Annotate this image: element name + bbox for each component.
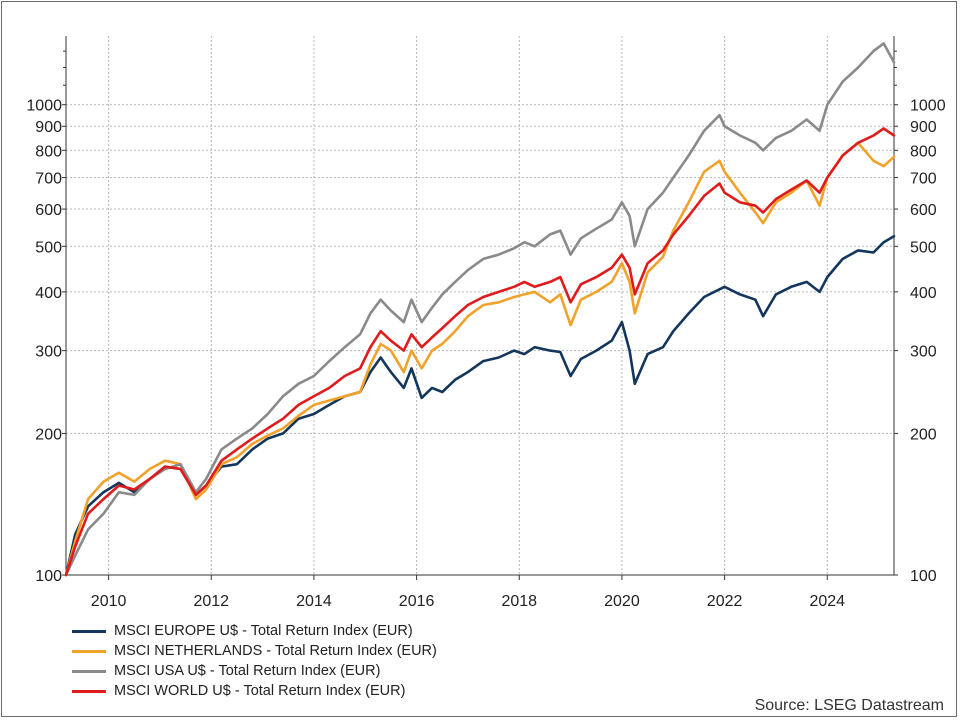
legend-swatch — [72, 629, 106, 633]
legend-item: MSCI WORLD U$ - Total Return Index (EUR) — [72, 681, 437, 701]
x-tick-label: 2012 — [193, 593, 229, 610]
y-tick-label-right: 400 — [910, 285, 937, 302]
legend-item: MSCI NETHERLANDS - Total Return Index (E… — [72, 641, 437, 661]
y-tick-label-left: 400 — [35, 285, 62, 302]
x-tick-label: 2020 — [604, 593, 640, 610]
y-tick-label-right: 200 — [910, 426, 937, 443]
y-tick-label-left: 200 — [35, 426, 62, 443]
legend-label: MSCI EUROPE U$ - Total Return Index (EUR… — [114, 623, 413, 639]
series-line-3 — [64, 42, 896, 577]
y-tick-label-right: 600 — [910, 202, 937, 219]
y-tick-label-right: 500 — [910, 239, 937, 256]
y-tick-label-right: 1000 — [910, 98, 946, 115]
series-line-1 — [64, 235, 896, 577]
y-tick-label-left: 700 — [35, 171, 62, 188]
series-line-4 — [64, 127, 896, 577]
x-tick-label: 2010 — [91, 593, 127, 610]
legend-label: MSCI NETHERLANDS - Total Return Index (E… — [114, 643, 437, 659]
y-tick-label-right: 800 — [910, 143, 937, 160]
legend-item: MSCI USA U$ - Total Return Index (EUR) — [72, 661, 437, 681]
legend-swatch — [72, 649, 106, 653]
legend-swatch — [72, 669, 106, 673]
legend-label: MSCI WORLD U$ - Total Return Index (EUR) — [114, 683, 406, 699]
tick-labels: 100 100 200 200 300 300 400 400 500 500 600 600 700 7… — [26, 98, 945, 610]
y-tick-label-right: 900 — [910, 119, 937, 136]
legend-item: MSCI EUROPE U$ - Total Return Index (EUR… — [72, 621, 437, 641]
x-tick-label: 2024 — [809, 593, 845, 610]
y-tick-label-left: 500 — [35, 239, 62, 256]
y-tick-label-right: 700 — [910, 171, 937, 188]
y-tick-label-left: 800 — [35, 143, 62, 160]
series-line-2 — [64, 141, 896, 577]
y-tick-label-left: 300 — [35, 344, 62, 361]
legend-swatch — [72, 689, 106, 693]
x-tick-label: 2018 — [501, 593, 537, 610]
axes — [62, 36, 898, 580]
legend-label: MSCI USA U$ - Total Return Index (EUR) — [114, 663, 381, 679]
legend: MSCI EUROPE U$ - Total Return Index (EUR… — [72, 621, 437, 701]
y-tick-label-left: 900 — [35, 119, 62, 136]
x-tick-label: 2022 — [707, 593, 743, 610]
y-tick-label-right: 100 — [910, 568, 937, 585]
y-tick-label-left: 600 — [35, 202, 62, 219]
x-tick-label: 2016 — [399, 593, 435, 610]
series-lines — [64, 42, 896, 577]
y-tick-label-left: 100 — [35, 568, 62, 585]
y-tick-label-right: 300 — [910, 344, 937, 361]
x-tick-label: 2014 — [296, 593, 332, 610]
source-note: Source: LSEG Datastream — [754, 697, 944, 714]
y-tick-label-left: 1000 — [26, 98, 62, 115]
